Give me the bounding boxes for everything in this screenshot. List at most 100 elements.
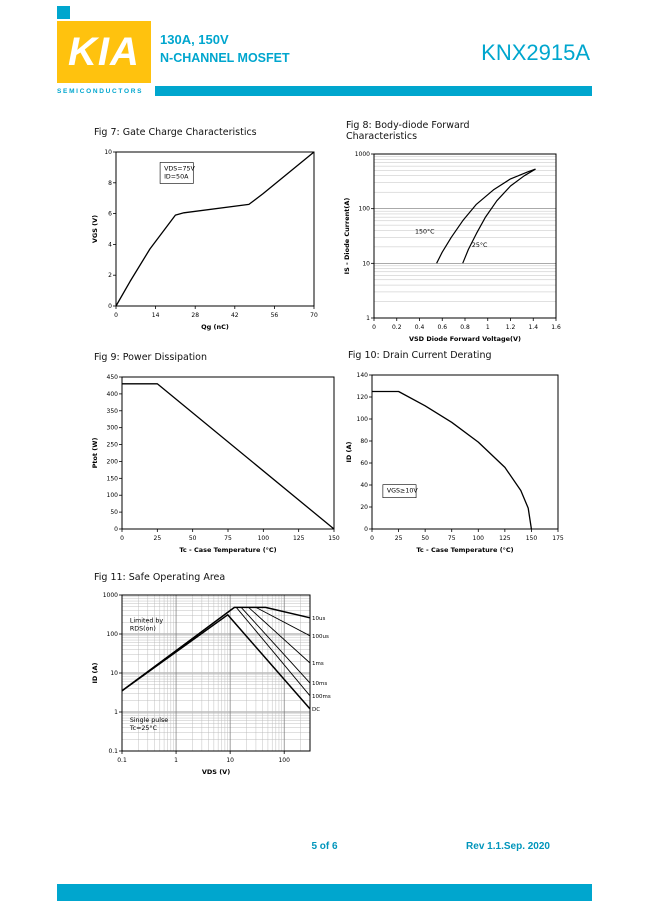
svg-text:0.2: 0.2 <box>392 324 402 331</box>
svg-text:175: 175 <box>552 535 564 542</box>
svg-text:0: 0 <box>108 303 112 310</box>
svg-text:200: 200 <box>107 458 119 465</box>
svg-text:120: 120 <box>357 394 369 401</box>
fig11-title: Fig 11: Safe Operating Area <box>94 572 226 583</box>
chart-fig9: Fig 9: Power Dissipation 0 25 50 75 100 125 15… <box>88 352 350 570</box>
svg-text:1: 1 <box>366 315 370 322</box>
header-spec-type: N-CHANNEL MOSFET <box>160 51 290 65</box>
fig7-title: Fig 7: Gate Charge Characteristics <box>94 127 257 138</box>
svg-text:100: 100 <box>359 206 371 213</box>
svg-text:1.4: 1.4 <box>528 324 538 331</box>
part-number: KNX2915A <box>481 40 590 65</box>
svg-text:75: 75 <box>224 535 232 542</box>
svg-text:ID (A): ID (A) <box>91 662 99 683</box>
chart-fig10-canvas: 0 25 50 75 100 125 150 175 0 20 40 60 80 100 120 140 Tc … <box>345 372 564 554</box>
svg-text:100ms: 100ms <box>312 694 331 700</box>
svg-text:1000: 1000 <box>355 151 370 158</box>
fig8-title: Fig 8: Body-diode Forward Characteristic… <box>346 120 470 142</box>
svg-text:42: 42 <box>231 312 239 319</box>
svg-text:150°C: 150°C <box>415 228 435 236</box>
chart-fig8: Fig 8: Body-diode Forward Characteristic… <box>340 120 572 361</box>
svg-text:100: 100 <box>107 631 119 638</box>
svg-text:10: 10 <box>362 260 370 267</box>
svg-text:Tc=25°C: Tc=25°C <box>129 724 158 732</box>
svg-text:VDS=75V: VDS=75V <box>164 165 195 172</box>
svg-text:70: 70 <box>310 312 318 319</box>
svg-text:Limited by: Limited by <box>130 617 163 624</box>
svg-text:100: 100 <box>107 492 119 499</box>
svg-text:350: 350 <box>107 408 119 415</box>
svg-text:150: 150 <box>328 535 340 542</box>
svg-text:2: 2 <box>108 272 112 279</box>
svg-text:0.1: 0.1 <box>117 757 127 764</box>
svg-text:125: 125 <box>499 535 511 542</box>
svg-text:1: 1 <box>174 757 178 764</box>
svg-text:1: 1 <box>114 709 118 716</box>
svg-text:28: 28 <box>191 312 199 319</box>
svg-text:300: 300 <box>107 425 119 432</box>
svg-text:25: 25 <box>154 535 162 542</box>
svg-text:Tc - Case Temperature (°C): Tc - Case Temperature (°C) <box>416 546 513 554</box>
svg-text:RDS(on): RDS(on) <box>130 625 156 632</box>
header-divider-bar <box>155 86 592 96</box>
svg-text:100: 100 <box>473 535 485 542</box>
svg-text:100: 100 <box>258 535 270 542</box>
footer-divider-bar <box>57 884 592 901</box>
svg-text:50: 50 <box>110 509 118 516</box>
svg-text:VGS≥10V: VGS≥10V <box>387 488 418 495</box>
header-accent-square <box>57 6 70 19</box>
svg-text:ID (A): ID (A) <box>345 441 353 462</box>
svg-text:10ms: 10ms <box>312 681 327 687</box>
svg-text:400: 400 <box>107 391 119 398</box>
svg-text:8: 8 <box>108 180 112 187</box>
svg-text:14: 14 <box>152 312 160 319</box>
svg-text:150: 150 <box>107 475 119 482</box>
svg-text:IS - Diode Current(A): IS - Diode Current(A) <box>343 198 351 275</box>
svg-text:10us: 10us <box>312 616 325 622</box>
svg-text:50: 50 <box>421 535 429 542</box>
svg-text:0: 0 <box>372 324 376 331</box>
svg-text:10: 10 <box>226 757 234 764</box>
svg-text:250: 250 <box>107 442 119 449</box>
svg-text:0: 0 <box>370 535 374 542</box>
kia-logo: KIA <box>57 21 151 83</box>
svg-text:VGS (V): VGS (V) <box>91 215 99 243</box>
svg-text:Single pulse: Single pulse <box>130 717 168 724</box>
chart-fig7-canvas: 0 14 28 42 56 70 0 2 4 6 8 10 Qg (nC) VGS (V) VDS=75VI… <box>91 149 318 331</box>
svg-text:20: 20 <box>360 504 368 511</box>
header-spec-rating: 130A, 150V <box>160 32 229 47</box>
svg-text:10: 10 <box>110 670 118 677</box>
svg-text:125: 125 <box>293 535 305 542</box>
svg-text:100us: 100us <box>312 634 329 640</box>
svg-text:0.8: 0.8 <box>460 324 470 331</box>
svg-text:VSD Diode Forward Voltage(V): VSD Diode Forward Voltage(V) <box>409 335 521 343</box>
svg-text:DC: DC <box>312 707 320 713</box>
fig10-title: Fig 10: Drain Current Derating <box>348 350 492 361</box>
chart-fig9-canvas: 0 25 50 75 100 125 150 0 50 100 150 200 250 300 350 400… <box>91 374 340 554</box>
svg-text:80: 80 <box>360 438 368 445</box>
svg-text:0: 0 <box>114 312 118 319</box>
kia-logo-text: KIA <box>68 29 140 74</box>
svg-text:0.1: 0.1 <box>108 748 118 755</box>
svg-text:75: 75 <box>448 535 456 542</box>
chart-fig8-canvas: 0 0.2 0.4 0.6 0.8 1 1.2 1.4 1.6 1 10 100 1000 VSD Dio… <box>343 151 561 343</box>
footer-page-number: 5 of 6 <box>311 841 338 852</box>
fig10-plot: 0 25 50 75 100 125 150 175 0 20 40 60 80 100 120 140 Tc … <box>342 363 574 570</box>
chart-fig11: Fig 11: Safe Operating Area 0.1 1 10 100 0.1… <box>88 572 338 792</box>
svg-text:0.4: 0.4 <box>415 324 425 331</box>
svg-text:0.6: 0.6 <box>437 324 447 331</box>
fig8-plot: 0 0.2 0.4 0.6 0.8 1 1.2 1.4 1.6 1 10 100 1000 VSD Dio… <box>340 144 572 361</box>
svg-text:Ptot (W): Ptot (W) <box>91 438 99 469</box>
svg-text:1.2: 1.2 <box>506 324 516 331</box>
svg-text:0: 0 <box>114 526 118 533</box>
chart-fig10: Fig 10: Drain Current Derating 0 25 50 75 10… <box>342 350 574 570</box>
svg-text:60: 60 <box>360 460 368 467</box>
chart-fig7: Fig 7: Gate Charge Characteristics 0 14 28… <box>88 127 328 347</box>
svg-text:0: 0 <box>120 535 124 542</box>
fig11-plot: 0.1 1 10 100 0.1 1 10 100 1000 VDS (V) ID (A) 10us 1… <box>88 585 338 792</box>
footer-revision: Rev 1.1.Sep. 2020 <box>466 841 550 852</box>
svg-text:1000: 1000 <box>103 592 118 599</box>
svg-text:0: 0 <box>364 526 368 533</box>
svg-text:VDS (V): VDS (V) <box>202 768 230 776</box>
